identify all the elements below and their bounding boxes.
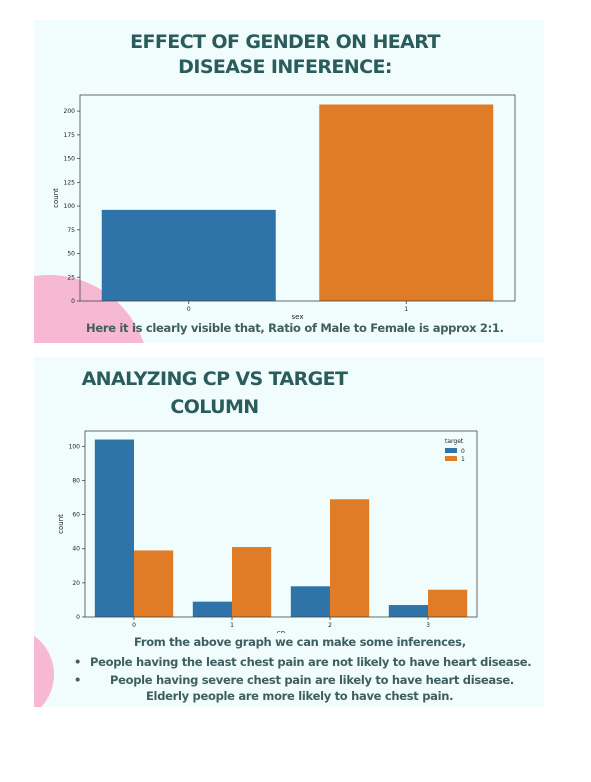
gender-title-line1: EFFECT OF GENDER ON HEART: [130, 31, 440, 53]
y-tick-label: 125: [64, 179, 76, 186]
bar: [319, 104, 494, 301]
legend-swatch: [445, 456, 457, 461]
bullet-icon: •: [74, 673, 82, 687]
cp-closing: Elderly people are more likely to have c…: [146, 689, 454, 703]
pink-decor-blob-small: [34, 627, 54, 707]
bar: [232, 547, 272, 617]
cp-title-line2: COLUMN: [170, 396, 259, 418]
bar: [192, 601, 232, 617]
x-tick-label: 1: [404, 306, 408, 313]
y-tick-label: 20: [72, 580, 80, 587]
inference-item: • People having severe chest pain are li…: [74, 671, 514, 689]
y-tick-label: 60: [72, 512, 80, 519]
bar: [428, 589, 468, 617]
y-tick-label: 0: [71, 298, 75, 305]
plot-frame: [79, 94, 516, 302]
x-tick-label: 0: [187, 306, 191, 313]
y-axis-label: count: [57, 514, 65, 534]
y-tick-label: 100: [69, 443, 81, 450]
bar: [101, 209, 276, 301]
x-tick-label: 2: [328, 622, 332, 629]
y-tick-label: 200: [64, 108, 76, 115]
bar: [290, 586, 330, 617]
y-axis-label: count: [52, 188, 60, 208]
x-axis-label: cp: [277, 629, 286, 633]
y-tick-label: 50: [67, 251, 75, 258]
x-tick-label: 1: [230, 622, 234, 629]
y-tick-label: 0: [76, 614, 80, 621]
legend-title: target: [445, 438, 464, 445]
cp-panel: ANALYZING CP VS TARGET COLUMN 0 20 40 60 80 1…: [34, 357, 544, 707]
inference-text: People having severe chest pain are like…: [110, 673, 514, 687]
inference-list: • People having the least chest pain are…: [74, 653, 532, 689]
legend-swatch: [445, 448, 457, 453]
y-tick-label: 25: [67, 274, 75, 281]
bar: [94, 439, 134, 617]
x-tick-label: 3: [426, 622, 430, 629]
sex-count-chart-svg: 0 25 50 75 100 125 150 175 200 0 1 sex count: [52, 94, 516, 321]
y-tick-label: 150: [64, 156, 76, 163]
y-tick-label: 80: [72, 477, 80, 484]
inference-item: • People having the least chest pain are…: [74, 653, 532, 671]
cp-target-chart: 0 20 40 60 80 100 0 1 2 3 cp count target 0 1: [34, 429, 544, 633]
legend-label: 1: [461, 456, 465, 463]
plot-frame: [84, 430, 478, 618]
y-tick-label: 40: [72, 546, 80, 553]
bar: [388, 605, 428, 617]
x-tick-label: 0: [132, 622, 136, 629]
inference-text: People having the least chest pain are n…: [90, 655, 532, 669]
x-axis-label: sex: [292, 313, 304, 321]
sex-count-chart: 0 25 50 75 100 125 150 175 200 0 1 sex count: [34, 90, 544, 322]
gender-panel: EFFECT OF GENDER ON HEART DISEASE INFERE…: [34, 20, 544, 343]
cp-title-line1: ANALYZING CP VS TARGET: [81, 368, 348, 390]
bar: [330, 499, 370, 617]
bullet-icon: •: [74, 655, 82, 669]
y-tick-label: 100: [64, 203, 76, 210]
bar: [134, 550, 174, 617]
cp-intro: From the above graph we can make some in…: [134, 635, 466, 649]
legend-label: 0: [461, 448, 465, 455]
gender-title-line2: DISEASE INFERENCE:: [178, 56, 392, 78]
gender-caption: Here it is clearly visible that, Ratio o…: [86, 321, 504, 335]
y-tick-label: 175: [64, 132, 76, 139]
y-tick-label: 75: [67, 227, 75, 234]
